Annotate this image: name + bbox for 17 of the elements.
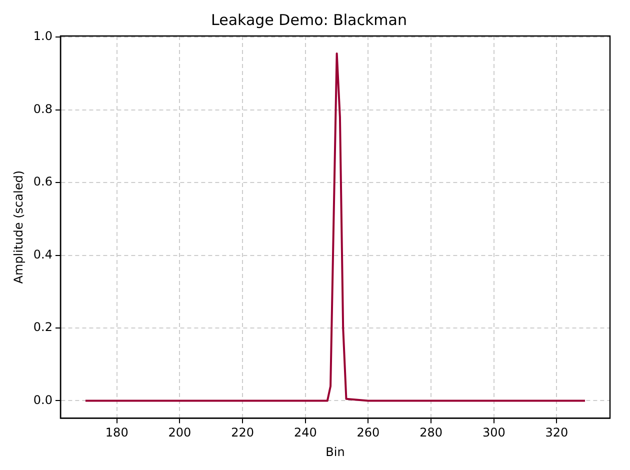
x-axis-title: Bin [326,444,345,459]
x-tick-label: 260 [356,426,380,440]
x-tick-label: 180 [105,426,128,440]
y-axis-title: Amplitude (scaled) [11,170,26,284]
x-tick-label: 300 [482,426,506,440]
y-tick-label: 0.4 [33,247,52,262]
y-tick-label: 0.2 [33,320,52,334]
x-tick-label: 320 [545,426,568,440]
x-tick-label: 200 [168,426,192,440]
y-tick-label: 0.0 [33,392,52,407]
y-tick-label: 0.8 [33,102,52,116]
x-tick-label: 240 [294,426,317,440]
y-tick-label: 0.6 [33,174,52,189]
x-tick-label: 280 [420,426,443,440]
chart-title: Leakage Demo: Blackman [211,10,407,29]
y-tick-label: 1.0 [33,29,52,44]
x-tick-label: 220 [231,426,254,440]
